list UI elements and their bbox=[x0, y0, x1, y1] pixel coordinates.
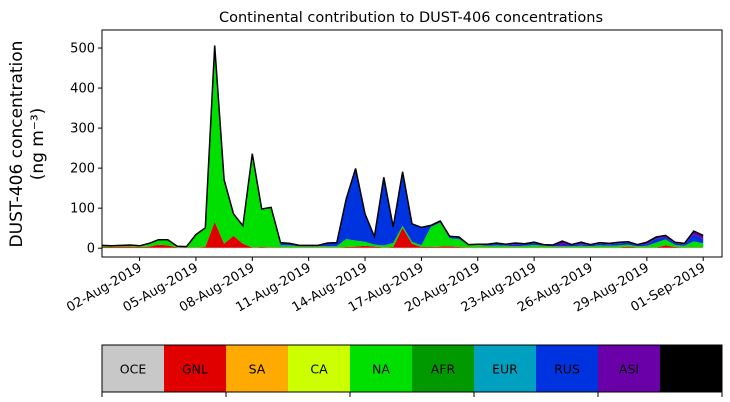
y-axis-label-line2: (ng m⁻³) bbox=[28, 108, 48, 181]
legend-label-sa: SA bbox=[249, 362, 266, 377]
legend-swatch-sa bbox=[226, 345, 289, 392]
legend-label-gnl: GNL bbox=[182, 362, 208, 377]
y-axis-label-line1: DUST-406 concentration bbox=[7, 41, 27, 248]
y-tick-label: 300 bbox=[70, 122, 95, 137]
legend-swatch-gnl bbox=[164, 345, 227, 392]
area-rus bbox=[102, 45, 704, 247]
stacked-areas bbox=[101, 45, 704, 249]
legend-label-afr: AFR bbox=[431, 362, 456, 377]
legend-label-eur: EUR bbox=[492, 362, 518, 377]
x-axis: 02-Aug-201905-Aug-201908-Aug-201911-Aug-… bbox=[64, 257, 708, 316]
area-na bbox=[102, 45, 704, 248]
y-axis: 0 100 200 300 400 500 bbox=[70, 42, 102, 257]
legend-label-na: NA bbox=[372, 362, 390, 377]
y-tick-label: 400 bbox=[70, 82, 95, 97]
legend-swatch-na bbox=[350, 345, 413, 392]
y-axis-label: DUST-406 concentration (ng m⁻³) bbox=[7, 41, 48, 248]
legend-swatch-rus bbox=[536, 345, 599, 392]
legend-swatch-eur bbox=[474, 345, 537, 392]
y-tick-label: 0 bbox=[87, 242, 95, 257]
legend-swatch-ca bbox=[288, 345, 351, 392]
legend-swatch-aus bbox=[660, 345, 723, 392]
legend-label-asi: ASI bbox=[619, 362, 639, 377]
continent-legend: OCE GNL SA CA NA AFR EUR RUS ASI AUS bbox=[101, 344, 723, 397]
y-tick-label: 200 bbox=[70, 162, 95, 177]
legend-label-rus: RUS bbox=[554, 362, 580, 377]
area-gnl bbox=[102, 221, 704, 248]
legend-label-aus: AUS bbox=[678, 362, 704, 377]
chart-title: Continental contribution to DUST-406 con… bbox=[219, 10, 603, 26]
y-tick-label: 100 bbox=[70, 202, 95, 217]
legend-label-oce: OCE bbox=[120, 362, 147, 377]
legend-swatch-oce bbox=[102, 345, 165, 392]
legend-label-ca: CA bbox=[310, 362, 328, 377]
legend-swatch-afr bbox=[412, 345, 475, 392]
legend-swatch-asi bbox=[598, 345, 661, 392]
total-line bbox=[101, 45, 704, 248]
plot-frame bbox=[101, 29, 723, 258]
legend-frame bbox=[101, 344, 723, 393]
y-tick-label: 500 bbox=[70, 42, 95, 57]
